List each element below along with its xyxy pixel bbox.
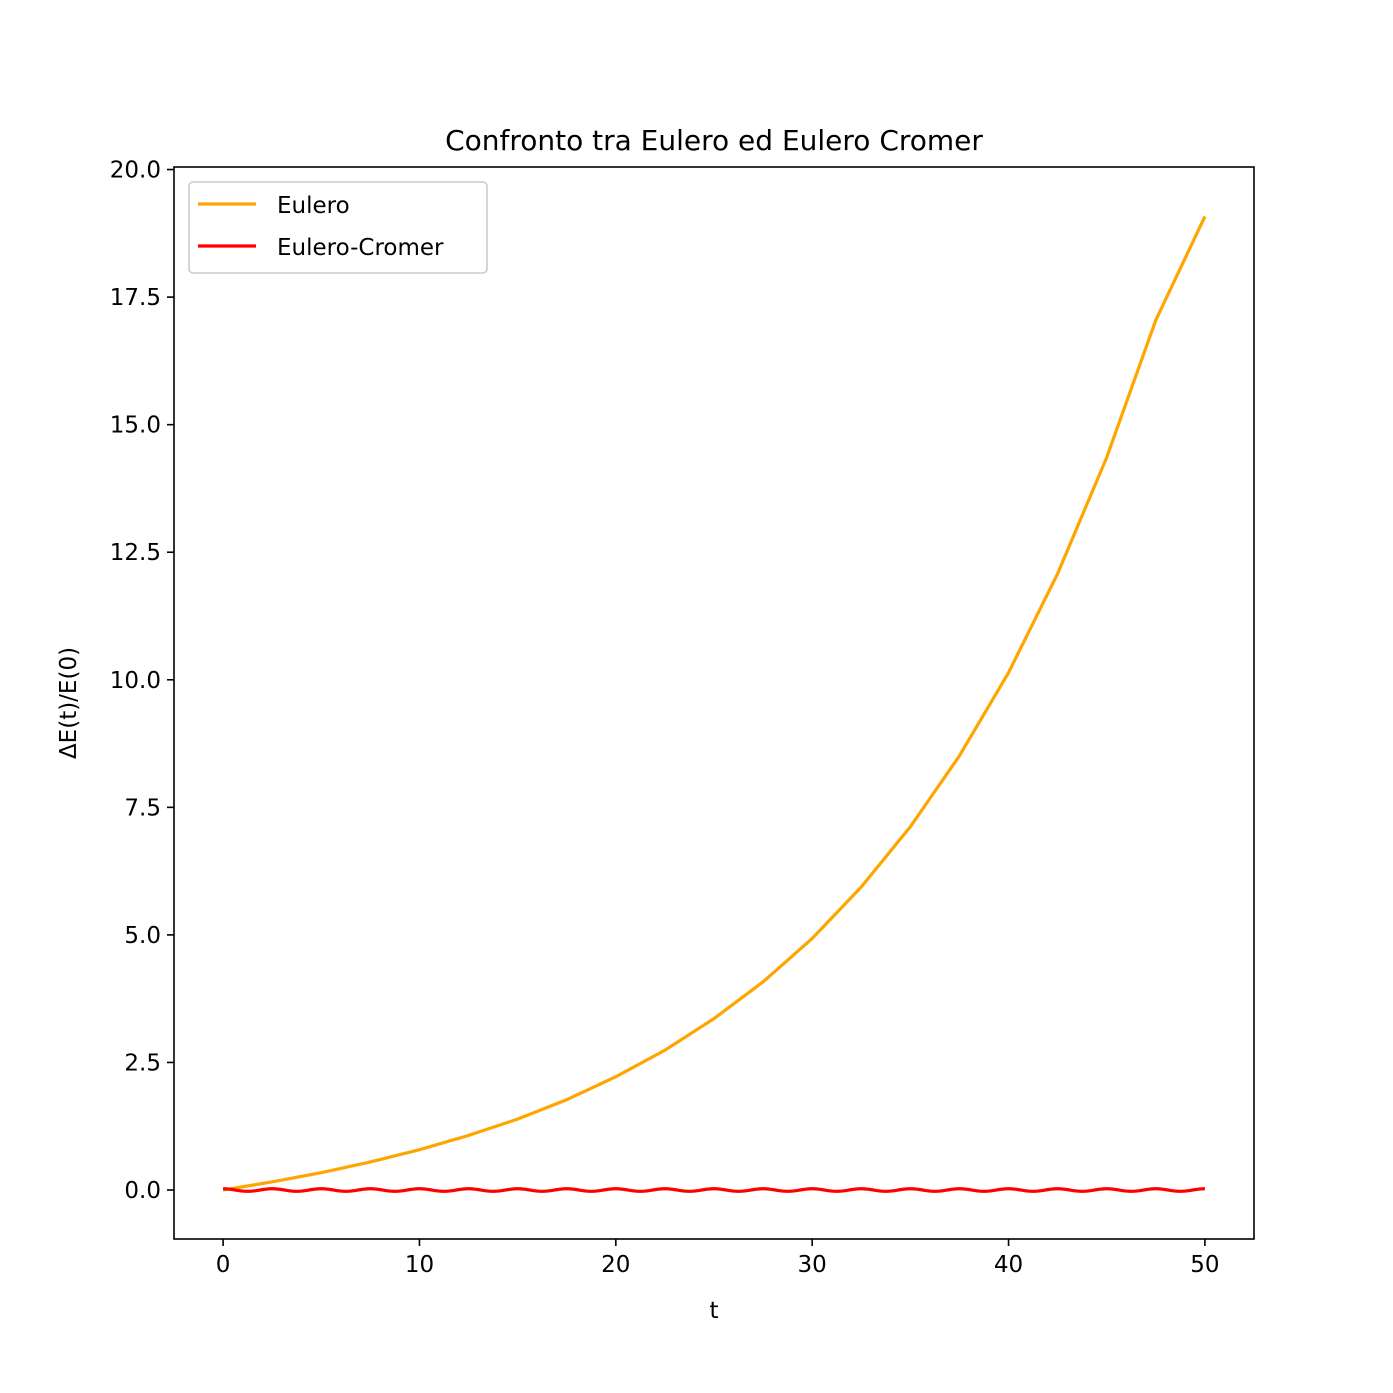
- series-line-eulero-cromer: [223, 1187, 1205, 1193]
- plot-frame: [173, 166, 1255, 1240]
- x-tick-label: 10: [405, 1252, 434, 1278]
- x-axis: 0 10 20 30 40 50: [216, 1239, 1220, 1278]
- legend: Eulero Eulero-Cromer: [188, 181, 488, 274]
- y-tick-label: 0.0: [124, 1178, 161, 1204]
- y-tick-label: 10.0: [110, 668, 161, 694]
- x-tick-label: 20: [601, 1252, 630, 1278]
- y-axis-label: ΔE(t)/E(0): [56, 647, 82, 759]
- y-tick-label: 15.0: [110, 413, 161, 439]
- legend-entry: Eulero: [277, 193, 350, 219]
- legend-entry: Eulero-Cromer: [277, 235, 444, 261]
- plot-area: [222, 215, 1207, 1193]
- series-line-eulero: [222, 215, 1207, 1192]
- y-tick-label: 5.0: [124, 923, 161, 949]
- x-tick-label: 30: [798, 1252, 827, 1278]
- legend-box: [188, 181, 488, 274]
- x-tick-label: 50: [1190, 1252, 1219, 1278]
- x-tick-label: 0: [216, 1252, 231, 1278]
- y-axis: 0.0 2.5 5.0 7.5 10.0 12.5 15.0 17.5 20.0: [110, 158, 174, 1204]
- x-tick-label: 40: [994, 1252, 1023, 1278]
- chart-title: Confronto tra Eulero ed Eulero Cromer: [445, 124, 983, 157]
- y-tick-label: 7.5: [124, 795, 161, 821]
- y-tick-label: 2.5: [124, 1050, 161, 1076]
- y-tick-label: 20.0: [110, 158, 161, 184]
- y-tick-label: 17.5: [110, 285, 161, 311]
- y-tick-label: 12.5: [110, 540, 161, 566]
- x-axis-label: t: [709, 1298, 718, 1324]
